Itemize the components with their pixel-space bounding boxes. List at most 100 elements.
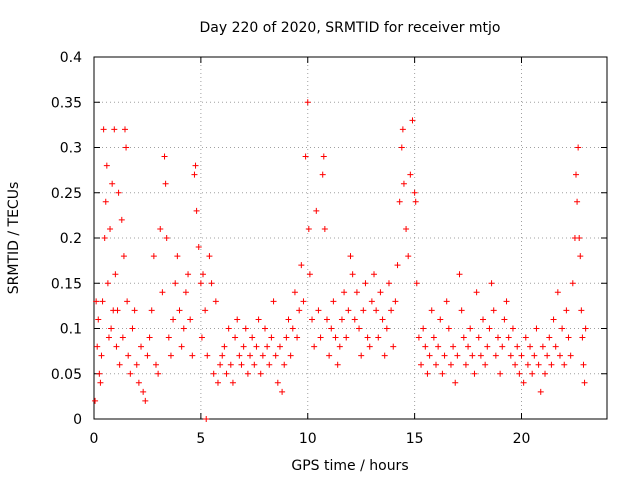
data-point: [289, 325, 296, 332]
data-point: [219, 352, 226, 359]
data-point: [114, 307, 121, 314]
data-point: [383, 325, 390, 332]
data-point: [129, 325, 136, 332]
data-point: [152, 361, 159, 368]
data-point: [99, 298, 106, 305]
data-point: [242, 325, 249, 332]
data-point: [529, 370, 536, 377]
data-point: [409, 117, 416, 124]
data-point: [204, 352, 211, 359]
data-point: [174, 253, 181, 260]
data-point: [332, 334, 339, 341]
data-point: [182, 289, 189, 296]
data-point: [111, 126, 118, 133]
data-point: [281, 361, 288, 368]
data-point: [264, 343, 271, 350]
y-axis-label: SRMTID / TECUs: [6, 182, 22, 295]
data-point: [279, 388, 286, 395]
data-point: [484, 343, 491, 350]
data-point: [447, 361, 454, 368]
data-point: [249, 334, 256, 341]
data-point: [413, 280, 420, 287]
data-point: [304, 99, 311, 106]
data-point: [180, 325, 187, 332]
data-point: [577, 253, 584, 260]
data-point: [121, 126, 128, 133]
y-tick-label: 0.05: [51, 367, 82, 383]
data-point: [462, 361, 469, 368]
data-point: [133, 361, 140, 368]
data-point: [494, 334, 501, 341]
data-point: [403, 225, 410, 232]
data-point: [396, 198, 403, 205]
data-point: [450, 343, 457, 350]
data-point: [411, 189, 418, 196]
data-point: [203, 416, 210, 422]
data-point: [270, 298, 277, 305]
data-point: [379, 316, 386, 323]
data-point: [552, 343, 559, 350]
data-point: [193, 207, 200, 214]
data-point: [197, 280, 204, 287]
data-point: [217, 361, 224, 368]
y-tick-label: 0.3: [60, 141, 82, 157]
data-point: [95, 316, 102, 323]
data-point: [323, 316, 330, 323]
data-point: [135, 379, 142, 386]
data-point: [556, 352, 563, 359]
data-point: [172, 280, 179, 287]
data-point: [330, 298, 337, 305]
data-point: [567, 352, 574, 359]
x-tick-label: 5: [196, 431, 205, 447]
data-point: [124, 298, 131, 305]
data-point: [195, 244, 202, 251]
data-point: [356, 325, 363, 332]
data-point: [579, 334, 586, 341]
data-point: [107, 225, 114, 232]
data-point: [276, 343, 283, 350]
data-point: [234, 316, 241, 323]
data-point: [542, 370, 549, 377]
data-point: [101, 235, 108, 241]
data-point: [539, 343, 546, 350]
data-point: [388, 307, 395, 314]
data-point: [364, 334, 371, 341]
data-point: [580, 361, 587, 368]
data-point: [105, 334, 112, 341]
data-point: [146, 334, 153, 341]
data-point: [274, 379, 281, 386]
data-point: [422, 343, 429, 350]
data-point: [347, 253, 354, 260]
data-point: [569, 280, 576, 287]
y-tick-label: 0.2: [60, 231, 82, 247]
data-point: [119, 334, 126, 341]
data-point: [537, 388, 544, 395]
data-point: [223, 370, 230, 377]
data-point: [371, 271, 378, 278]
data-point: [116, 361, 123, 368]
data-point: [321, 225, 328, 232]
data-point: [192, 162, 199, 169]
data-point: [473, 289, 480, 296]
y-tick-label: 0.35: [51, 95, 82, 111]
data-point: [257, 370, 264, 377]
data-point: [573, 171, 580, 178]
data-point: [456, 271, 463, 278]
data-point: [426, 352, 433, 359]
data-point: [236, 352, 243, 359]
data-point: [253, 343, 260, 350]
data-point: [394, 262, 401, 269]
x-tick-label: 20: [513, 431, 531, 447]
data-point: [163, 235, 170, 241]
data-point: [399, 126, 406, 133]
data-point: [255, 316, 262, 323]
data-point: [259, 352, 266, 359]
data-point: [214, 379, 221, 386]
data-point: [294, 334, 301, 341]
data-point: [576, 235, 583, 241]
data-point: [109, 180, 116, 187]
axis-ticks: 0 0.05 0.1 0.15 0.2 0.25 0.3 0.35 0.4 0 5 10 15 20: [51, 50, 607, 447]
data-point: [262, 325, 268, 332]
data-point: [390, 343, 397, 350]
x-axis-label: GPS time / hours: [291, 458, 408, 474]
